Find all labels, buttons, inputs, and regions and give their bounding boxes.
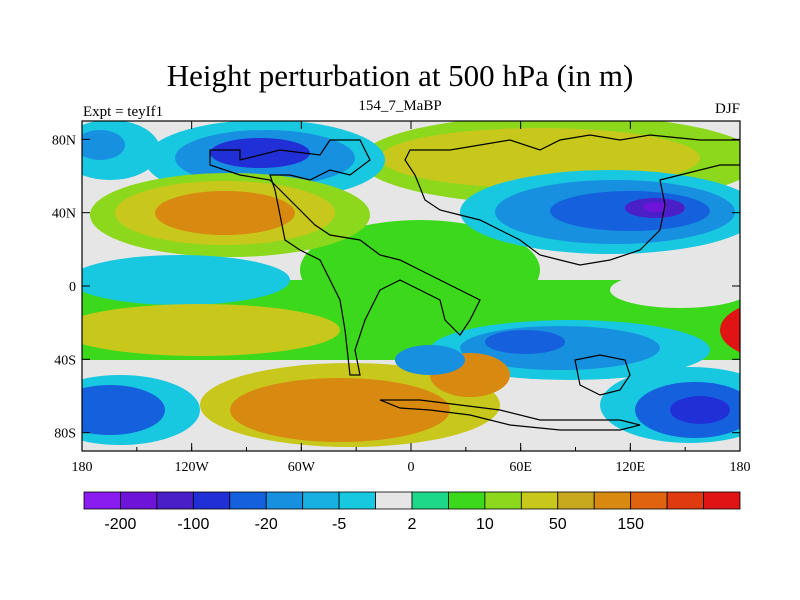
y-tick-label: 80S xyxy=(54,427,76,442)
colorbar-swatch xyxy=(265,491,304,510)
y-tick-label: 40S xyxy=(54,353,76,368)
coast-eurasia xyxy=(404,134,740,266)
colorbar: -200 -100 -20 -5 2 10 50 150 xyxy=(83,491,741,533)
colorbar-label: 2 xyxy=(408,516,417,533)
colorbar-label: 150 xyxy=(617,516,644,533)
colorbar-swatch xyxy=(411,491,449,510)
y-tick-label: 80N xyxy=(52,133,76,148)
y-tick-label: 0 xyxy=(69,280,76,295)
colorbar-swatch xyxy=(83,491,121,510)
colorbar-label: -20 xyxy=(255,516,278,533)
colorbar-swatch xyxy=(229,491,267,510)
colorbar-swatch xyxy=(666,491,704,510)
field-nh-epac-inner xyxy=(155,191,295,235)
coastlines xyxy=(209,134,740,431)
colorbar-swatch xyxy=(520,491,559,510)
height-field xyxy=(82,121,740,451)
coast-australia xyxy=(574,354,631,396)
colorbar-swatch xyxy=(484,491,522,510)
colorbar-swatch xyxy=(192,491,231,510)
field-eq-pacific xyxy=(82,255,290,305)
field-sh-subtrop xyxy=(82,304,340,356)
chart-title: Height perturbation at 500 hPa (in m) xyxy=(166,58,634,93)
right-subtitle: DJF xyxy=(714,101,740,117)
y-tick-label: 40N xyxy=(52,207,76,222)
x-tick-label: 120W xyxy=(175,460,210,475)
colorbar-swatch xyxy=(557,491,595,510)
x-tick-label: 180 xyxy=(730,460,751,475)
colorbar-swatch xyxy=(593,491,632,510)
colorbar-swatch xyxy=(120,491,158,510)
colorbar-label: -5 xyxy=(332,516,346,533)
field-nh-asia-peak xyxy=(643,202,667,212)
field-sh-east-inner xyxy=(670,396,730,424)
colorbar-swatch xyxy=(703,491,741,510)
left-subtitle: Expt = teyIf1 xyxy=(83,104,164,120)
colorbar-swatch xyxy=(630,491,668,510)
x-tick-label: 0 xyxy=(408,460,415,475)
field-sh-positive-inner xyxy=(230,378,450,442)
axis-ticks: 180 120W 60W 0 60E 120E 180 80N 40N 0 40S 80S xyxy=(52,121,751,475)
colorbar-label: 50 xyxy=(549,516,567,533)
field-eq-far-east xyxy=(720,307,740,353)
center-subtitle: 154_7_MaBP xyxy=(358,98,442,114)
x-tick-label: 120E xyxy=(616,460,646,475)
coast-americas-africa xyxy=(209,139,481,376)
colorbar-label: -200 xyxy=(104,516,136,533)
colorbar-swatch xyxy=(375,491,413,510)
colorbar-label: -100 xyxy=(177,516,209,533)
colorbar-swatch xyxy=(302,491,340,510)
field-eq-east-weak xyxy=(610,272,740,308)
x-tick-label: 60W xyxy=(288,460,316,475)
field-nh-west-inner xyxy=(82,130,125,160)
x-tick-label: 180 xyxy=(72,460,93,475)
field-sh-atlantic-low xyxy=(395,345,465,375)
colorbar-swatch xyxy=(338,491,376,510)
colorbar-swatch xyxy=(448,491,486,510)
field-sh-west-inner xyxy=(82,385,165,435)
x-tick-label: 60E xyxy=(509,460,532,475)
field-sh-indian-inner xyxy=(485,330,565,354)
colorbar-swatch xyxy=(156,491,194,510)
field-nh-canada-inner xyxy=(210,138,310,168)
coast-antarctica xyxy=(379,399,641,431)
colorbar-label: 10 xyxy=(476,516,494,533)
